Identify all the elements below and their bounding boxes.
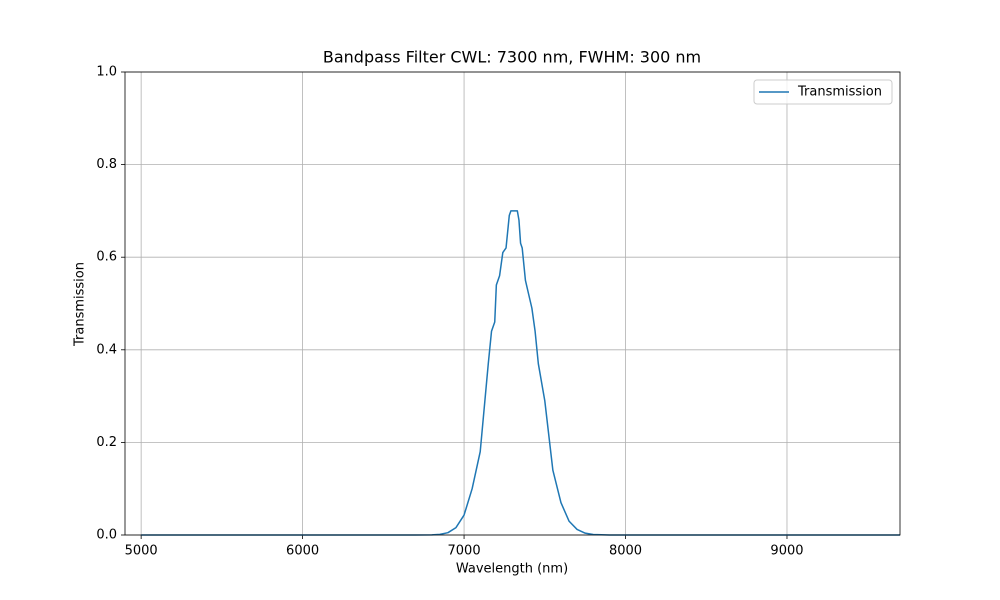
y-tick-label: 0.0 xyxy=(96,528,117,543)
axes-frame xyxy=(124,71,901,536)
y-tick-label: 0.6 xyxy=(96,250,117,265)
x-tick-label: 7000 xyxy=(448,544,481,559)
y-axis-label: Transmission xyxy=(73,262,88,347)
y-tick-label: 0.2 xyxy=(96,435,117,450)
x-tick-label: 9000 xyxy=(770,544,803,559)
x-tick-label: 6000 xyxy=(286,544,319,559)
x-tick-label: 8000 xyxy=(609,544,642,559)
x-axis-label: Wavelength (nm) xyxy=(456,562,568,577)
data-line xyxy=(141,210,900,536)
y-tick-label: 1.0 xyxy=(96,65,117,80)
y-tick-label: 0.8 xyxy=(96,157,117,172)
legend-label: Transmission xyxy=(797,85,882,100)
x-tick-label: 5000 xyxy=(125,544,158,559)
y-tick-label: 0.4 xyxy=(96,342,117,357)
chart-title: Bandpass Filter CWL: 7300 nm, FWHM: 300 … xyxy=(323,48,701,67)
legend-box xyxy=(753,79,893,105)
